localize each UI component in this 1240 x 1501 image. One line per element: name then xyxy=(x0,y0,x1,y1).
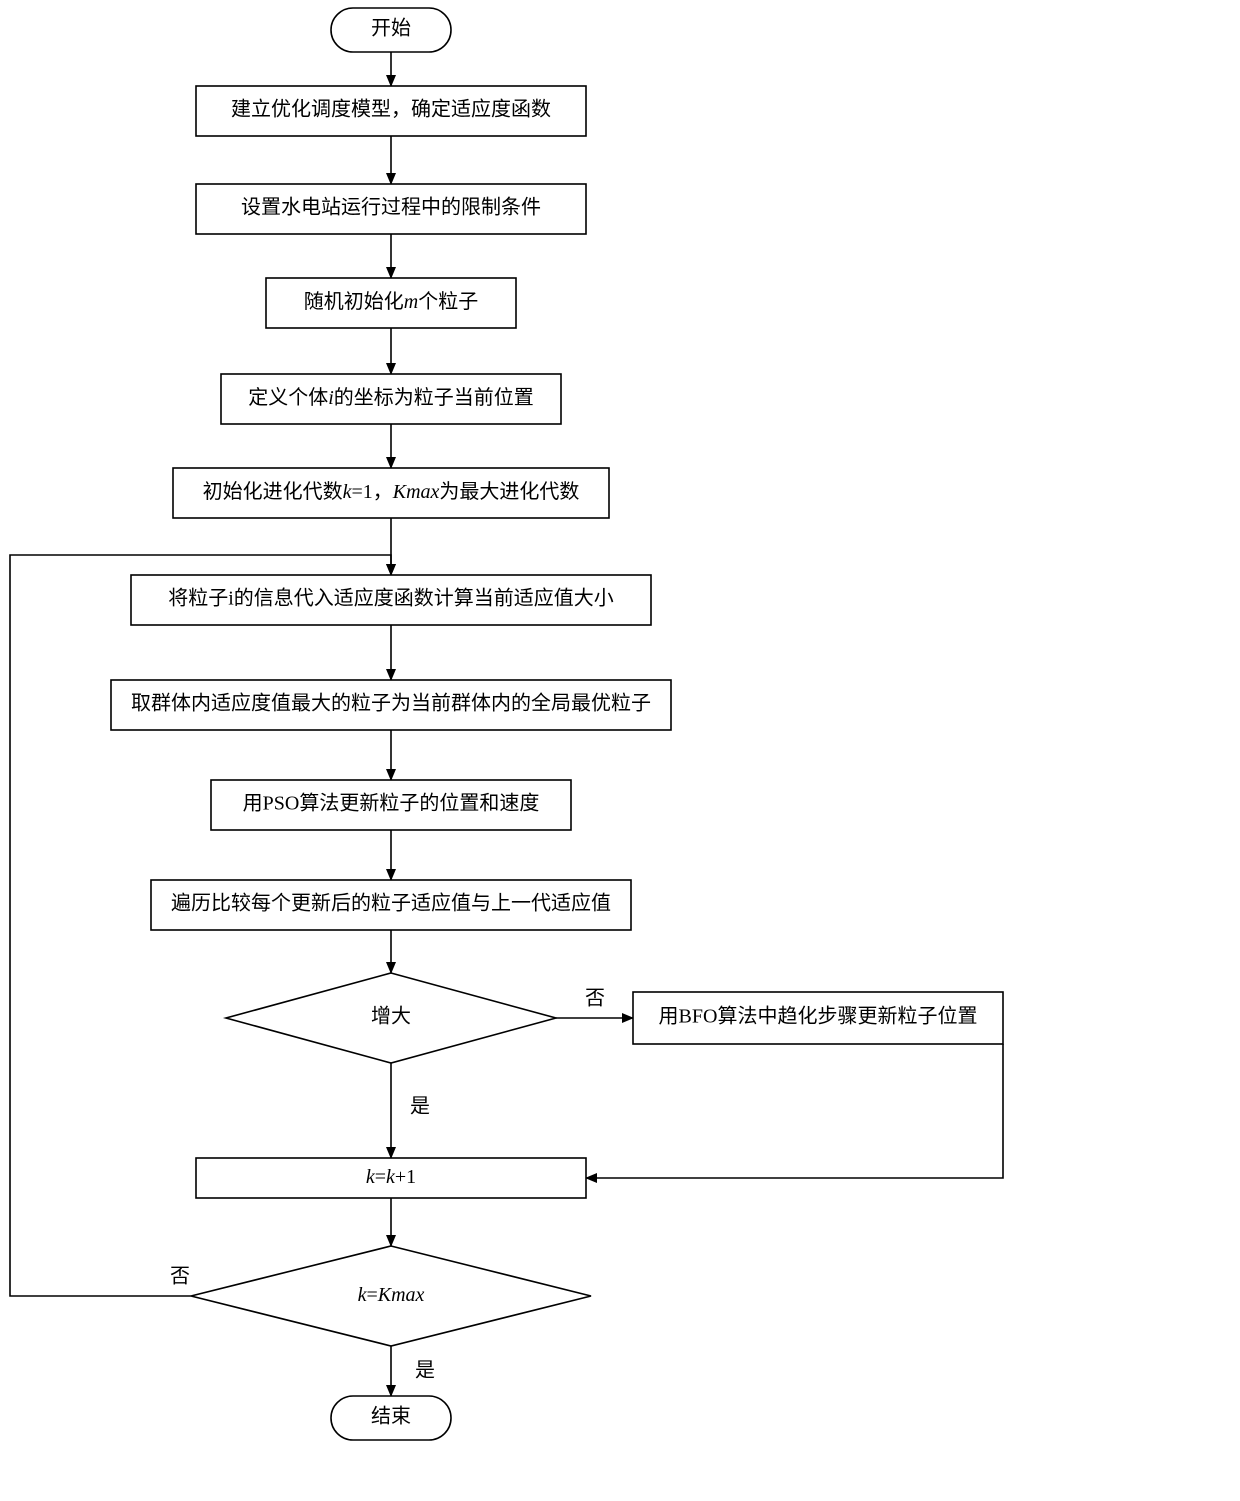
node-label: k=k+1 xyxy=(366,1166,416,1188)
node-label: 用PSO算法更新粒子的位置和速度 xyxy=(243,792,540,815)
node-n5: 初始化进化代数k=1，Kmax为最大进化代数 xyxy=(173,468,609,518)
node-label: 结束 xyxy=(371,1405,411,1428)
node-label: 初始化进化代数k=1，Kmax为最大进化代数 xyxy=(203,480,580,503)
node-label: 定义个体i的坐标为粒子当前位置 xyxy=(248,386,534,409)
node-label: 将粒子i的信息代入适应度函数计算当前适应值大小 xyxy=(168,587,614,610)
node-label: 增大 xyxy=(371,1005,411,1028)
node-n10: k=k+1 xyxy=(196,1158,586,1198)
node-n7: 取群体内适应度值最大的粒子为当前群体内的全局最优粒子 xyxy=(111,680,671,730)
nodes-layer: 开始建立优化调度模型，确定适应度函数设置水电站运行过程中的限制条件随机初始化m个… xyxy=(111,8,1003,1440)
edge-label: 否 xyxy=(170,1266,190,1288)
node-n8: 用PSO算法更新粒子的位置和速度 xyxy=(211,780,571,830)
node-d1: 增大 xyxy=(226,973,556,1063)
node-d2: k=Kmax xyxy=(191,1246,591,1346)
node-label: 设置水电站运行过程中的限制条件 xyxy=(241,196,541,219)
edge-label: 否 xyxy=(585,988,605,1010)
node-end: 结束 xyxy=(331,1396,451,1440)
node-label: 取群体内适应度值最大的粒子为当前群体内的全局最优粒子 xyxy=(131,692,651,715)
edge-label: 是 xyxy=(415,1360,435,1382)
node-start: 开始 xyxy=(331,8,451,52)
node-label: k=Kmax xyxy=(358,1284,425,1306)
node-label: 随机初始化m个粒子 xyxy=(304,290,478,313)
node-label: 用BFO算法中趋化步骤更新粒子位置 xyxy=(659,1005,978,1028)
node-n6: 将粒子i的信息代入适应度函数计算当前适应值大小 xyxy=(131,575,651,625)
edge-label: 是 xyxy=(410,1096,430,1118)
node-label: 遍历比较每个更新后的粒子适应值与上一代适应值 xyxy=(171,892,611,915)
node-label: 建立优化调度模型，确定适应度函数 xyxy=(231,98,551,121)
node-n3: 随机初始化m个粒子 xyxy=(266,278,516,328)
node-n9: 遍历比较每个更新后的粒子适应值与上一代适应值 xyxy=(151,880,631,930)
node-n4: 定义个体i的坐标为粒子当前位置 xyxy=(221,374,561,424)
node-label: 开始 xyxy=(371,17,411,40)
flowchart-canvas: 否是否是开始建立优化调度模型，确定适应度函数设置水电站运行过程中的限制条件随机初… xyxy=(0,0,1240,1501)
node-n2: 设置水电站运行过程中的限制条件 xyxy=(196,184,586,234)
edge xyxy=(586,1044,1003,1178)
node-nBFO: 用BFO算法中趋化步骤更新粒子位置 xyxy=(633,992,1003,1044)
node-n1: 建立优化调度模型，确定适应度函数 xyxy=(196,86,586,136)
